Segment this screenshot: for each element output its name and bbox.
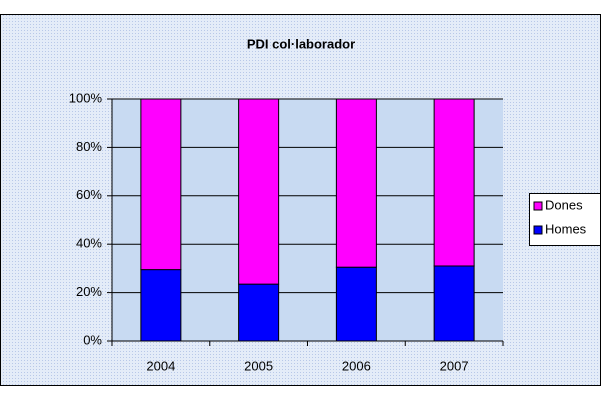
bar-segment	[140, 269, 182, 342]
y-tick-label: 80%	[76, 139, 102, 154]
bar-segment	[238, 283, 280, 342]
y-tick-label: 60%	[76, 187, 102, 202]
legend-swatch	[533, 225, 543, 235]
bar-segment	[335, 98, 377, 268]
bar-segment	[433, 265, 475, 342]
y-tick-label: 0%	[83, 332, 102, 347]
legend-label: Homes	[545, 221, 587, 236]
bar-segment	[140, 98, 182, 271]
chart-title: PDI col·laborador	[247, 36, 355, 51]
y-tick-label: 20%	[76, 284, 102, 299]
legend-label: Dones	[545, 197, 583, 212]
legend	[529, 193, 601, 246]
x-tick-label: 2005	[244, 358, 273, 373]
y-tick-label: 40%	[76, 236, 102, 251]
y-tick-label: 100%	[69, 90, 103, 105]
bar-segment	[238, 98, 280, 285]
bar-segment	[335, 266, 377, 342]
x-tick-label: 2006	[342, 358, 371, 373]
legend-swatch	[533, 201, 543, 211]
x-tick-label: 2004	[146, 358, 175, 373]
x-tick-label: 2007	[440, 358, 469, 373]
bar-segment	[433, 98, 475, 267]
